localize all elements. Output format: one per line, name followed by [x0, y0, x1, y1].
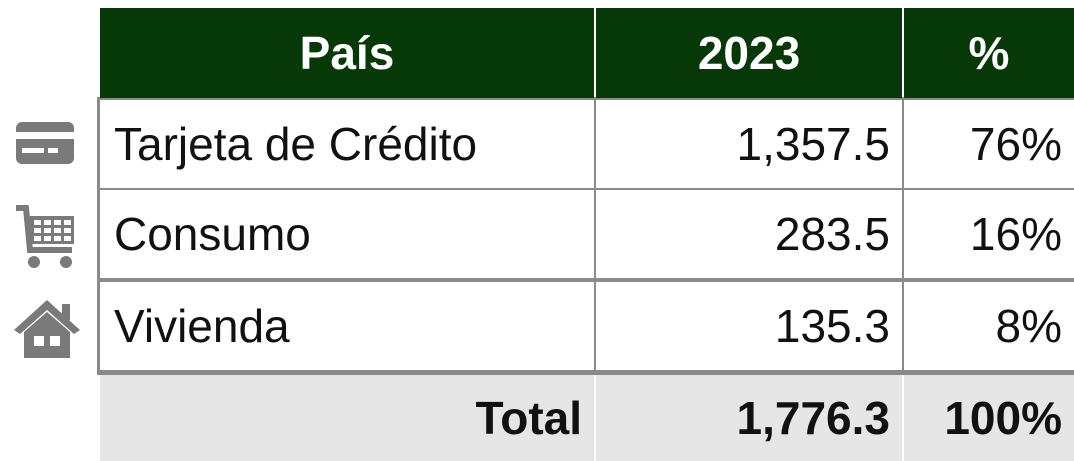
- table-cell: 1,357.5: [596, 100, 902, 188]
- table-cell: 1,776.3: [596, 375, 902, 461]
- table-cell: 16%: [904, 190, 1074, 278]
- table-cell: 8%: [904, 282, 1074, 370]
- cart-icon: [16, 205, 74, 268]
- table-cell: Consumo: [100, 190, 594, 278]
- table-cell: 2023: [596, 8, 902, 98]
- table-cell: Vivienda: [100, 282, 594, 370]
- table-cell: País: [100, 8, 594, 98]
- table-cell: %: [904, 8, 1074, 98]
- credit-card-icon: [16, 122, 74, 164]
- table-cell: 100%: [904, 375, 1074, 461]
- table-cell: 76%: [904, 100, 1074, 188]
- table-cell: Total: [100, 375, 594, 461]
- house-icon: [14, 300, 80, 358]
- table-cell: 135.3: [596, 282, 902, 370]
- table-cell: 283.5: [596, 190, 902, 278]
- table-cell: Tarjeta de Crédito: [100, 100, 594, 188]
